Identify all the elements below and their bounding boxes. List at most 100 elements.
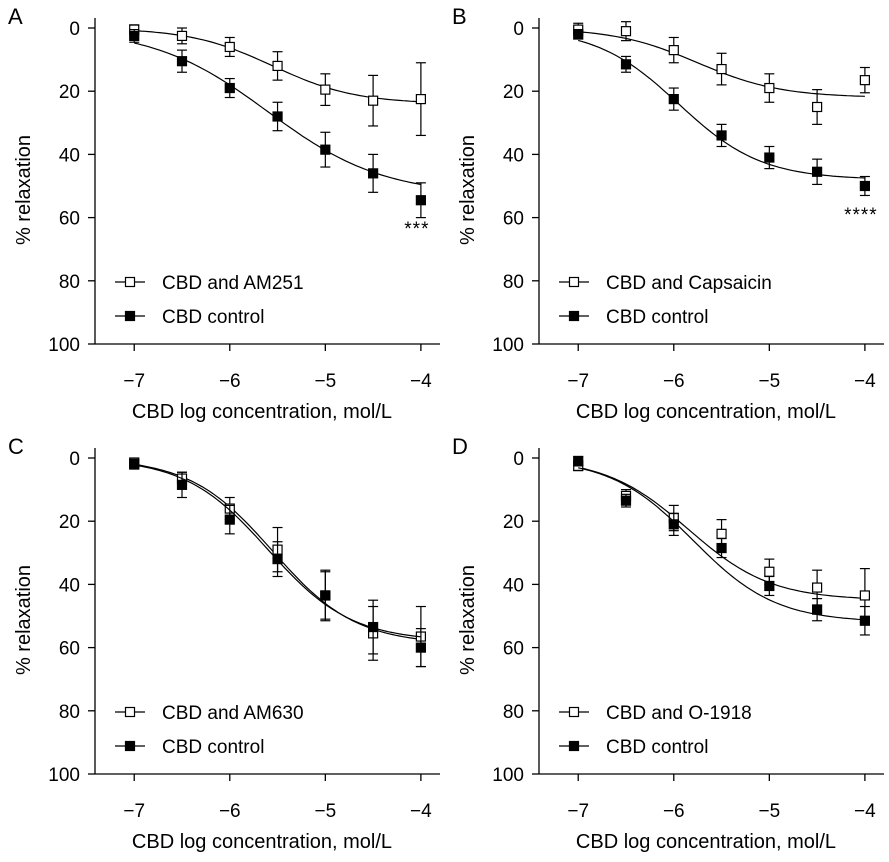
x-tick-label: −5 — [758, 801, 780, 822]
legend-marker — [124, 706, 136, 718]
x-tick-label: −7 — [123, 371, 145, 392]
data-point — [415, 195, 426, 206]
x-tick-label: −6 — [219, 371, 241, 392]
significance-label: **** — [844, 205, 878, 226]
legend-label: CBD control — [606, 737, 708, 758]
data-point — [764, 82, 775, 94]
data-point — [415, 93, 426, 105]
y-tick-label: 80 — [503, 272, 524, 293]
data-point — [129, 459, 140, 470]
data-point — [129, 30, 140, 41]
series-control — [129, 28, 426, 219]
data-point — [812, 101, 823, 113]
data-point — [368, 95, 379, 106]
panel-letter: C — [8, 434, 24, 459]
y-tick-label: 0 — [69, 19, 80, 40]
data-point — [224, 41, 235, 53]
legend-label: CBD and AM630 — [162, 703, 304, 724]
data-point — [764, 152, 775, 163]
legend-label: CBD control — [162, 737, 264, 758]
x-tick-label: −7 — [123, 801, 145, 822]
y-tick-label: 20 — [59, 82, 80, 103]
data-point — [176, 479, 188, 490]
x-tick-label: −4 — [854, 371, 876, 392]
y-tick-label: 40 — [503, 575, 524, 596]
data-point — [176, 30, 188, 41]
y-tick-label: 80 — [503, 702, 524, 723]
panel-letter: B — [452, 4, 467, 29]
data-point — [573, 456, 584, 467]
series-treatment — [573, 21, 870, 125]
legend-label: CBD and O-1918 — [606, 703, 752, 724]
y-tick-label: 60 — [503, 209, 524, 230]
x-axis-title: CBD log concentration, mol/L — [132, 831, 392, 853]
y-tick-label: 20 — [503, 512, 524, 533]
legend: CBD and O-1918 CBD control — [559, 703, 752, 758]
x-axis-title: CBD log concentration, mol/L — [132, 401, 392, 423]
y-tick-label: 100 — [48, 335, 80, 356]
chart-panel-b: B 0 20 40 60 80 100 −7 −6 −5 −4 CBD log concentrati… — [452, 4, 884, 423]
y-tick-label: 100 — [48, 765, 80, 786]
data-point — [716, 63, 727, 75]
legend-label: CBD and AM251 — [162, 273, 304, 294]
legend: CBD and AM630 CBD control — [115, 703, 304, 758]
x-tick-label: −5 — [758, 371, 780, 392]
y-axis-title: % relaxation — [457, 565, 479, 675]
panel-letter: D — [452, 434, 468, 459]
data-point — [859, 615, 870, 626]
data-point — [716, 528, 727, 539]
data-point — [320, 84, 331, 95]
legend: CBD and Capsaicin CBD control — [559, 273, 772, 328]
y-tick-label: 60 — [59, 639, 80, 660]
y-tick-label: 80 — [59, 272, 80, 293]
series-control — [573, 28, 870, 197]
y-tick-label: 40 — [59, 145, 80, 166]
x-axis-title: CBD log concentration, mol/L — [576, 831, 836, 853]
data-point — [859, 75, 870, 86]
y-tick-label: 20 — [503, 82, 524, 103]
data-point — [272, 554, 283, 565]
series-treatment — [129, 24, 426, 137]
legend-marker — [568, 706, 580, 718]
data-point — [573, 29, 584, 40]
y-tick-label: 80 — [59, 702, 80, 723]
chart-panel-d: D 0 20 40 60 80 100 −7 −6 −5 −4 CBD log concentrati… — [452, 434, 884, 853]
legend-marker — [568, 740, 580, 752]
data-point — [320, 144, 331, 155]
y-tick-label: 100 — [492, 335, 524, 356]
y-tick-label: 60 — [503, 639, 524, 660]
y-tick-label: 0 — [513, 449, 524, 470]
x-tick-label: −4 — [410, 801, 432, 822]
chart-panel-a: A 0 20 40 60 80 100 −7 −6 −5 −4 CBD log concentrati… — [8, 4, 440, 423]
chart-panel-c: C 0 20 40 60 80 100 −7 −6 −5 −4 CBD log concentrati… — [8, 434, 440, 853]
legend-label: CBD control — [162, 307, 264, 328]
data-point — [368, 168, 379, 179]
x-tick-label: −6 — [219, 801, 241, 822]
legend-marker — [124, 310, 136, 322]
data-point — [716, 542, 727, 554]
legend-marker — [124, 740, 136, 752]
data-point — [859, 590, 870, 601]
x-tick-label: −4 — [854, 801, 876, 822]
data-point — [620, 495, 632, 506]
x-tick-label: −5 — [314, 801, 336, 822]
x-tick-label: −7 — [567, 801, 589, 822]
data-point — [272, 60, 283, 72]
data-point — [368, 621, 379, 633]
data-point — [224, 82, 235, 94]
panel-letter: A — [8, 4, 23, 29]
y-tick-label: 40 — [59, 575, 80, 596]
y-tick-label: 0 — [69, 449, 80, 470]
data-point — [668, 45, 679, 56]
legend-label: CBD control — [606, 307, 708, 328]
x-tick-label: −5 — [314, 371, 336, 392]
data-point — [859, 180, 870, 192]
significance-label: *** — [404, 219, 429, 240]
y-axis-title: % relaxation — [13, 135, 35, 245]
y-axis-title: % relaxation — [13, 565, 35, 675]
data-point — [272, 111, 283, 122]
data-point — [620, 26, 632, 37]
x-tick-label: −7 — [567, 371, 589, 392]
y-tick-label: 0 — [513, 19, 524, 40]
